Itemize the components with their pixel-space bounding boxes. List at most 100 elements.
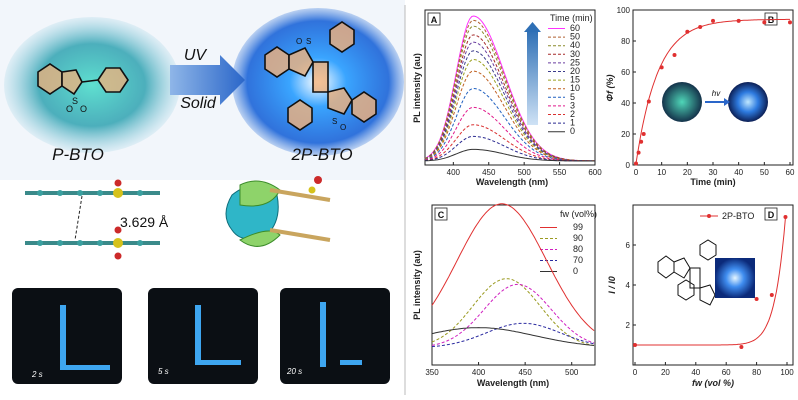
panel-b-frame [632, 9, 794, 166]
panel-d-xtick-label: 40 [691, 368, 700, 377]
hv-label: hv [712, 89, 721, 98]
panel-d-point [769, 293, 774, 297]
panel-b-point [788, 20, 792, 25]
panel-b-fit-line [635, 18, 790, 164]
panel-d-fit-line [635, 216, 786, 346]
reaction-arrow [170, 55, 245, 105]
panel-a-legend-label: 40 [570, 40, 580, 50]
panel-a-legend-title: Time (min) [550, 13, 593, 23]
panel-a-legend-label: 3 [570, 100, 575, 110]
panel-d-point [739, 345, 744, 349]
2p-bto-structure: O S S O [264, 21, 377, 132]
photo-panel-1: 2 s [12, 288, 122, 384]
panel-d-xlabel: fw (vol %) [692, 378, 734, 388]
panel-a-series-1 [424, 135, 595, 162]
panel-a-legend-label: 15 [570, 75, 580, 85]
photo-after-uv [728, 82, 768, 122]
panel-b-point [672, 52, 677, 57]
panel-b-point [639, 139, 644, 144]
panel-c-xtick-label: 450 [518, 368, 532, 377]
panel-b-point [634, 161, 638, 166]
panel-c-xlabel: Wavelength (nm) [477, 378, 549, 388]
panel-d-ylabel: I / I0 [607, 276, 617, 294]
panel-d-point [754, 297, 759, 301]
panel-c-series-70 [431, 322, 595, 348]
panel-b-xtick-label: 40 [734, 168, 743, 177]
panel-d-tag: D [768, 210, 775, 220]
svg-text:O: O [296, 37, 302, 46]
panel-c-series-0 [431, 327, 595, 346]
panel-b-ytick-label: 0 [626, 161, 631, 170]
panel-c-frame [431, 204, 596, 366]
panel-b-xlabel: Time (min) [690, 177, 735, 187]
panel-d-point [783, 215, 788, 219]
panel-a-xtick-label: 550 [553, 168, 567, 177]
panel-d-ytick-label: 4 [626, 281, 631, 290]
panel-a-xtick-label: 450 [482, 168, 496, 177]
panel-b-xtick-label: 30 [709, 168, 718, 177]
panel-b-xtick-label: 20 [683, 168, 692, 177]
panel-b-point [659, 65, 664, 70]
photo-panel-3: 20 s [280, 288, 390, 384]
panel-d-frame [632, 204, 794, 366]
svg-text:O: O [80, 104, 87, 114]
panel-d: D fw (vol %) I / I0 0 20 40 60 80 100 2 4 6 2P-BT… [607, 204, 794, 388]
panel-a-legend-label: 30 [570, 49, 580, 59]
panel-a-legend-label: 60 [570, 23, 580, 33]
panel-a-legend-label: 1 [570, 118, 575, 128]
panel-a-xtick-label: 500 [517, 168, 531, 177]
panel-c-xtick-label: 500 [565, 368, 579, 377]
panel-d-xtick-label: 0 [633, 368, 638, 377]
panel-b-ytick-label: 80 [621, 37, 630, 46]
aggregate-photo [715, 258, 755, 298]
2p-bto-label: 2P-BTO [290, 145, 352, 164]
panel-c-series-90 [431, 278, 595, 346]
panel-a-tag: A [431, 15, 438, 25]
panel-d-point [633, 343, 637, 347]
orbital-model [225, 176, 331, 247]
panel-c-legend-label: 70 [573, 255, 583, 265]
panel-c-tag-box [434, 207, 448, 221]
panel-d-ytick-label: 2 [626, 321, 631, 330]
panel-b-point [685, 29, 690, 34]
panel-a-xtick-label: 400 [447, 168, 461, 177]
panel-a-legend-label: 10 [570, 83, 580, 93]
photo-before-uv [662, 82, 702, 122]
panel-a-ylabel: PL intensity (au) [412, 53, 422, 123]
panel-b-point [736, 18, 741, 23]
hv-arrow-head [724, 98, 730, 106]
panel-a-xlabel: Wavelength (nm) [476, 177, 548, 187]
panel-b-ytick-label: 40 [621, 99, 630, 108]
photo-time-1: 2 s [31, 370, 43, 379]
svg-text:O: O [340, 123, 346, 132]
panel-b-ytick-label: 20 [621, 130, 630, 139]
increase-arrow-head [524, 22, 541, 32]
panel-a-legend-label: 50 [570, 32, 580, 42]
stacking-distance: 3.629 Å [120, 214, 169, 230]
panel-b-xtick-label: 60 [786, 168, 795, 177]
panel-a-tag-box [427, 12, 441, 26]
svg-text:S: S [332, 117, 337, 126]
panel-c-legend-label: 80 [573, 244, 583, 254]
panel-c-legend-label: 90 [573, 233, 583, 243]
panel-b-point [711, 18, 715, 23]
panel-a-series-0 [424, 148, 595, 162]
photo-panel-2: 5 s [148, 288, 258, 384]
panel-a-legend-label: 25 [570, 57, 580, 67]
condition-solid: Solid [180, 95, 217, 112]
condition-uv: UV [184, 47, 208, 64]
crystal-packing-model [25, 179, 160, 260]
panel-a-legend-label: 2 [570, 109, 575, 119]
photo-time-2: 5 s [158, 367, 169, 376]
svg-text:S: S [72, 96, 78, 106]
panel-c-legend-label: 0 [573, 266, 578, 276]
panel-c-tag: C [438, 210, 445, 220]
panel-c-xtick-label: 400 [472, 368, 486, 377]
panel-b-xtick-label: 10 [657, 168, 666, 177]
panel-c-ylabel: PL intensity (au) [412, 250, 422, 320]
